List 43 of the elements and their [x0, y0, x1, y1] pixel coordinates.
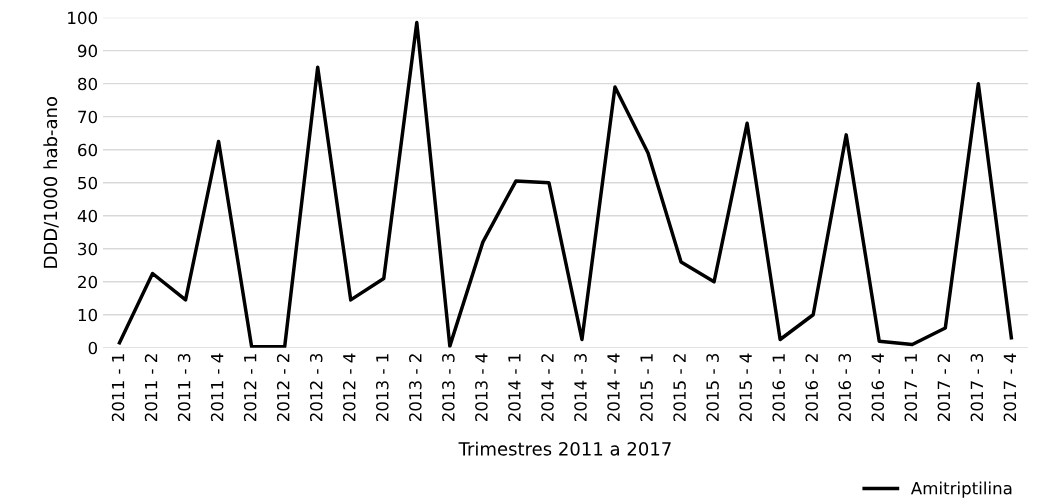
x-tick-label: 2017 - 1 — [904, 354, 918, 422]
y-tick-label: 90 — [77, 44, 98, 58]
y-tick-label: 20 — [78, 275, 98, 289]
x-tick-label: 2014 - 3 — [574, 353, 587, 422]
x-tick-label: 2017 - 3 — [970, 353, 984, 422]
x-tick-label: 2013 - 4 — [475, 353, 488, 422]
y-tick-label: 30 — [78, 242, 98, 256]
x-tick-label: 2017 - 2 — [937, 354, 951, 422]
x-tick-label: 2011 - 1 — [111, 354, 125, 422]
y-tick-label: 0 — [88, 341, 98, 355]
legend-label: Amitriptilina — [910, 481, 1012, 498]
x-tick-label: 2015 - 3 — [706, 353, 719, 422]
y-tick-label: 100 — [68, 11, 98, 25]
x-tick-label: 2014 - 2 — [541, 354, 554, 422]
x-tick-label: 2016 - 1 — [772, 354, 785, 422]
y-tick-label: 60 — [78, 143, 98, 157]
y-tick-label: 50 — [78, 176, 98, 190]
x-tick-label: 2017 - 4 — [1003, 353, 1017, 422]
x-tick-label: 2011 - 4 — [210, 353, 224, 422]
x-tick-label: 2015 - 2 — [673, 354, 686, 422]
x-tick-label: 2016 - 3 — [838, 353, 852, 422]
x-axis-title: Trimestres 2011 a 2017 — [458, 441, 671, 456]
y-tick-label: 40 — [77, 209, 98, 223]
x-tick-label: 2014 - 1 — [508, 354, 521, 422]
x-tick-label: 2012 - 4 — [342, 353, 356, 422]
x-tick-label: 2015 - 1 — [640, 354, 653, 422]
y-tick-label: 80 — [78, 77, 98, 91]
y-tick-label: 70 — [78, 110, 98, 124]
x-tick-label: 2011 - 3 — [177, 353, 191, 422]
x-tick-label: 2011 - 2 — [144, 354, 158, 422]
x-tick-label: 2014 - 4 — [607, 353, 620, 422]
x-tick-label: 2016 - 2 — [805, 354, 819, 422]
x-tick-label: 2015 - 4 — [739, 353, 752, 422]
x-tick-label: 2012 - 2 — [276, 354, 290, 422]
x-tick-label: 2016 - 4 — [871, 353, 885, 422]
line-series — [117, 20, 1014, 348]
x-tick-label: 2013 - 2 — [409, 354, 422, 422]
x-tick-label: 2012 - 1 — [243, 354, 257, 422]
y-tick-label: 10 — [78, 308, 98, 322]
x-tick-label: 2013 - 3 — [442, 353, 455, 422]
y-axis-title: DDD/1000 hab-ano — [43, 96, 59, 268]
x-tick-label: 2013 - 1 — [375, 354, 389, 422]
x-tick-label: 2012 - 3 — [309, 353, 323, 422]
